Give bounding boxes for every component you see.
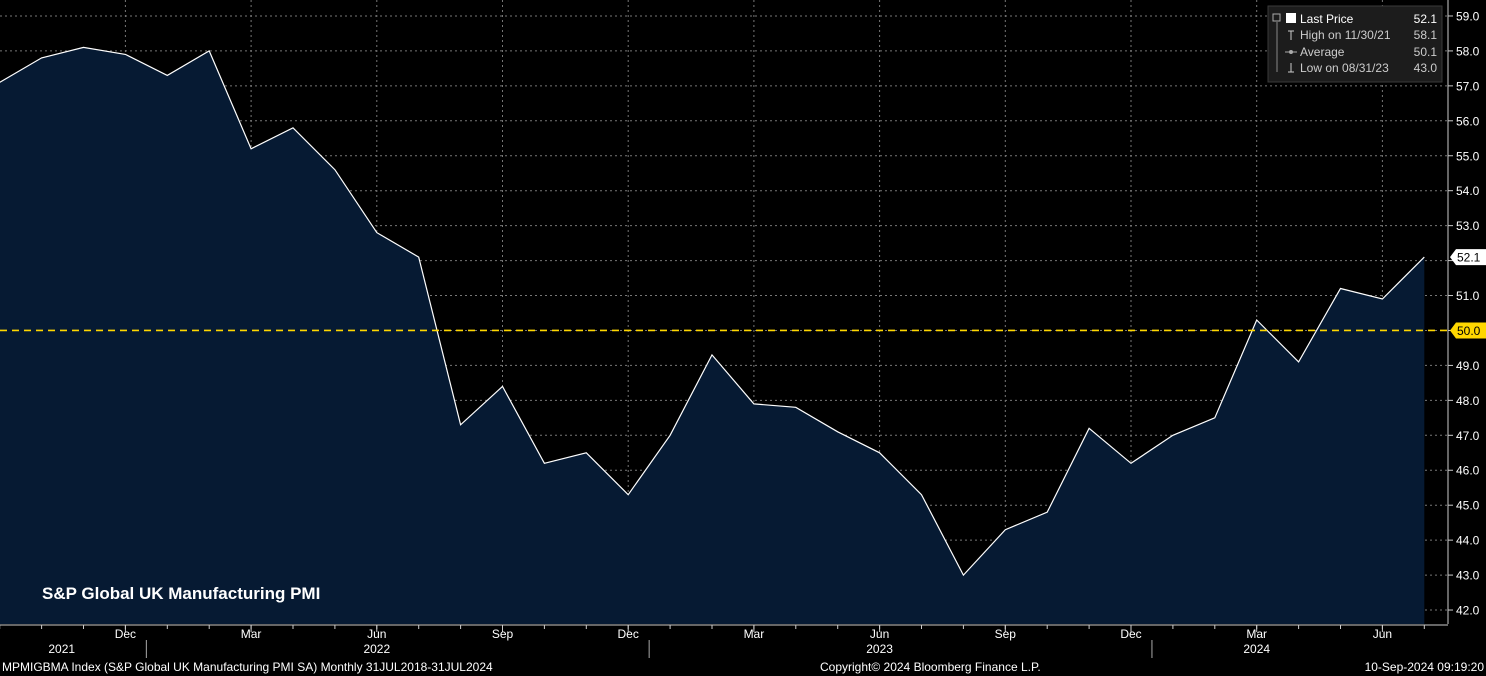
- year-label: 2022: [363, 642, 390, 656]
- legend-box: [1267, 5, 1443, 83]
- area-layer: [0, 46, 1425, 624]
- x-tick-label: Jun: [870, 627, 889, 641]
- chart-title: S&P Global UK Manufacturing PMI: [42, 584, 320, 603]
- footer-bar: MPMIGBMA Index (S&P Global UK Manufactur…: [0, 658, 1486, 676]
- footer-copyright: Copyright© 2024 Bloomberg Finance L.P.: [820, 660, 1041, 674]
- year-label: 2023: [866, 642, 893, 656]
- legend-average-label: Average: [1300, 45, 1345, 59]
- year-label: 2024: [1243, 642, 1270, 656]
- series-area-fill: [0, 47, 1425, 624]
- legend-last-value: 52.1: [1414, 12, 1438, 26]
- x-tick-label: Mar: [241, 627, 262, 641]
- axis-layer: 42.0 43.0 44.0 45.0 46.0 47.0 48.0 49.0 50.0 51.0…: [0, 0, 1486, 658]
- year-label: 2021: [48, 642, 75, 656]
- legend-last-label: Last Price: [1300, 12, 1354, 26]
- last-price-swatch-icon: [1286, 13, 1296, 23]
- footer-timestamp: 10-Sep-2024 09:19:20: [1364, 660, 1484, 674]
- legend-low-value: 43.0: [1414, 61, 1438, 75]
- footer-ticker: MPMIGBMA Index (S&P Global UK Manufactur…: [2, 660, 493, 674]
- y-tick-label: 57.0: [1456, 79, 1480, 93]
- y-tick-label: 51.0: [1456, 289, 1480, 303]
- legend-low-label: Low on 08/31/23: [1300, 61, 1389, 75]
- legend-average-value: 50.1: [1414, 45, 1438, 59]
- legend-collapse-icon[interactable]: [1272, 13, 1281, 22]
- y-tick-label: 53.0: [1456, 219, 1480, 233]
- y-tick-label: 45.0: [1456, 499, 1480, 513]
- y-tick-label: 42.0: [1456, 604, 1480, 618]
- y-tick-label: 55.0: [1456, 149, 1480, 163]
- last-value-flag: [1450, 249, 1486, 266]
- y-tick-label: 58.0: [1456, 44, 1480, 58]
- x-tick-label: Sep: [492, 627, 514, 641]
- reference-value-label: 50.0: [1457, 324, 1481, 338]
- x-tick-label: Mar: [744, 627, 765, 641]
- series-line: [0, 46, 1425, 577]
- average-marker-dot-icon: [1289, 50, 1293, 54]
- legend-high-value: 58.1: [1414, 28, 1438, 42]
- reference-value-flag: [1450, 322, 1486, 339]
- y-tick-label: 44.0: [1456, 534, 1480, 548]
- last-value-label: 52.1: [1457, 251, 1481, 265]
- y-tick-label: 54.0: [1456, 184, 1480, 198]
- y-tick-label: 48.0: [1456, 394, 1480, 408]
- legend: Last Price 52.1 High on 11/30/21 58.1 Av…: [1267, 5, 1443, 83]
- x-tick-label: Dec: [115, 627, 136, 641]
- x-tick-label: Mar: [1246, 627, 1267, 641]
- x-tick-label: Dec: [618, 627, 639, 641]
- y-tick-label: 56.0: [1456, 114, 1480, 128]
- legend-high-label: High on 11/30/21: [1300, 28, 1391, 42]
- x-tick-label: Jun: [367, 627, 386, 641]
- y-tick-label: 59.0: [1456, 9, 1480, 23]
- x-tick-label: Sep: [995, 627, 1017, 641]
- y-tick-label: 49.0: [1456, 359, 1480, 373]
- y-tick-label: 43.0: [1456, 569, 1480, 583]
- y-tick-label: 47.0: [1456, 429, 1480, 443]
- x-tick-label: Dec: [1120, 627, 1141, 641]
- y-tick-label: 46.0: [1456, 464, 1480, 478]
- x-tick-label: Jun: [1373, 627, 1392, 641]
